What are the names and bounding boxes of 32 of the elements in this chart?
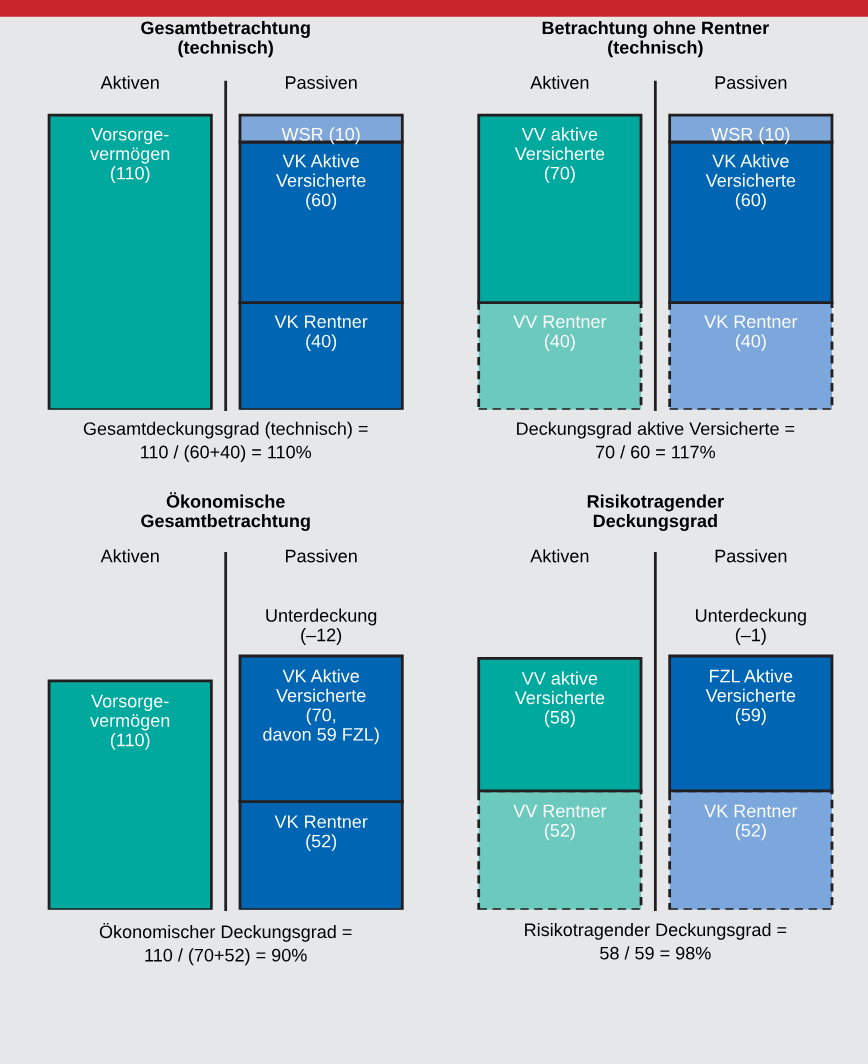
x-tick-label: Passiven: [286, 549, 357, 563]
data-label: VK Rentner (52): [704, 804, 798, 841]
data-label: Vorsorge- vermögen (110): [90, 694, 170, 750]
chart-title: Betrachtung ohne Rentner (technisch): [542, 21, 769, 58]
x-tick-label: Passiven: [715, 549, 787, 563]
text: Ökonomischer Deckungsgrad = 110 / (70+52) = 90%: [99, 922, 352, 966]
x-tick-label: Aktiven: [530, 75, 589, 89]
data-label: VK Aktive Versicherte (60): [276, 154, 366, 210]
data-label: Vorsorge- vermögen (110): [90, 128, 170, 184]
annotation: Unterdeckung (–1): [696, 608, 806, 645]
chart-title: Ökonomische Gesamtbetrachtung: [141, 492, 310, 531]
chart-title: Risikotragender Deckungsgrad: [587, 494, 724, 531]
data-label: VV Rentner (52): [513, 804, 607, 841]
x-tick-label: Aktiven: [100, 75, 159, 89]
data-label: VK Aktive Versicherte (70, davon 59 FZL): [263, 669, 379, 745]
x-tick-label: Passiven: [286, 75, 357, 89]
x-tick-label: Aktiven: [530, 549, 589, 563]
data-label: VK Rentner (40): [704, 315, 798, 351]
text: Gesamtdeckungsgrad (technisch) = 110 / (60+40) = 110%: [83, 421, 368, 462]
data-label: VK Rentner (52): [274, 815, 368, 852]
text: Risikotragender Deckungsgrad = 58 / 59 = 98%: [525, 922, 787, 960]
data-label: VK Aktive Versicherte (60): [705, 154, 796, 210]
data-label: FZL Aktive Versicherte (59): [705, 669, 796, 725]
x-tick-label: Aktiven: [100, 549, 159, 563]
data-label: VV Rentner (40): [513, 315, 607, 351]
chart-title: Gesamtbetrachtung (technisch): [141, 21, 310, 58]
data-label: VV aktive Versicherte (70): [514, 127, 605, 184]
data-label: VV aktive Versicherte (58): [514, 671, 605, 728]
text: Deckungsgrad aktive Versicherte = 70 / 60 = 117%: [517, 421, 795, 459]
x-tick-label: Passiven: [715, 75, 787, 89]
annotation: Unterdeckung (–12): [266, 608, 377, 645]
data-label: VK Rentner (40): [274, 315, 368, 351]
